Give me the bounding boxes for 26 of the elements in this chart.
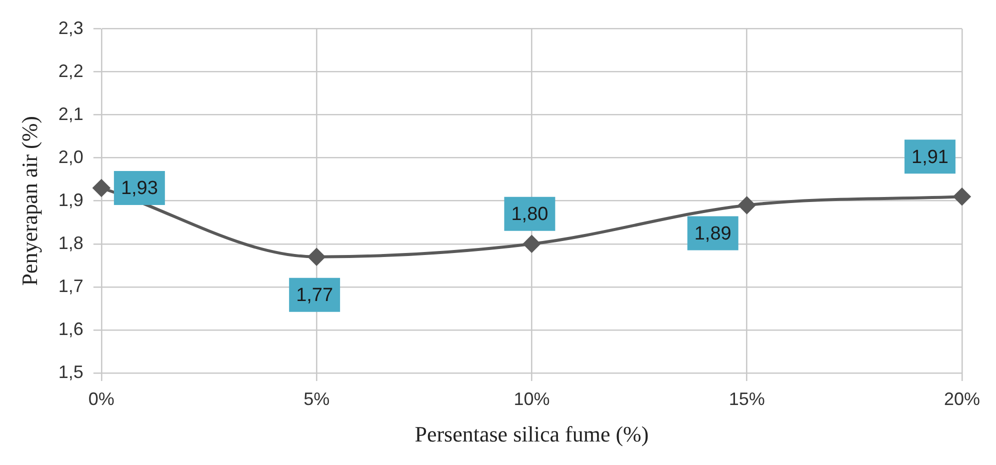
y-tick-label: 2,2: [58, 60, 84, 81]
x-tick-label: 0%: [88, 388, 114, 409]
y-tick-label: 2,3: [58, 18, 84, 38]
point: [92, 179, 110, 196]
y-tick-label: 2,0: [58, 146, 84, 167]
x-tick-label: 15%: [728, 388, 765, 409]
y-tick-label: 1,8: [58, 232, 84, 253]
y-tick-label: 1,6: [58, 318, 84, 339]
x-tick-label: 5%: [304, 388, 330, 409]
x-tick-label: 20%: [944, 388, 980, 409]
data-label: 1,89: [694, 223, 732, 244]
point: [308, 248, 326, 266]
y-axis-title: Penyerapan air (%): [16, 116, 42, 286]
x-tick-label: 10%: [514, 388, 550, 409]
y-tick-label: 1,5: [58, 362, 84, 382]
data-label: 1,77: [296, 285, 334, 306]
point: [738, 196, 756, 214]
y-tick-label: 2,1: [58, 104, 84, 124]
y-tick-label: 1,9: [58, 190, 84, 210]
data-label: 1,91: [911, 146, 948, 168]
x-axis-title: Persentase silica fume (%): [414, 422, 649, 447]
data-label: 1,80: [511, 204, 548, 226]
y-tick-label: 1,7: [58, 276, 84, 296]
data-label: 1,93: [120, 178, 158, 200]
point: [953, 188, 970, 206]
point: [523, 235, 540, 252]
